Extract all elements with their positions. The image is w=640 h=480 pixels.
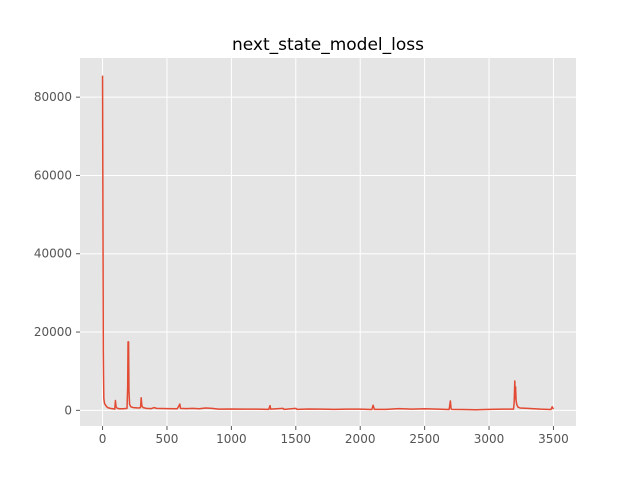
y-tick-label: 20000 bbox=[34, 325, 72, 339]
x-tick-label: 1500 bbox=[281, 432, 312, 446]
y-tick-label: 0 bbox=[64, 403, 72, 417]
x-tick-label: 2500 bbox=[409, 432, 440, 446]
x-tick-label: 1000 bbox=[216, 432, 247, 446]
x-tick-label: 3500 bbox=[538, 432, 569, 446]
series-layer bbox=[101, 75, 555, 411]
y-tick-label: 40000 bbox=[34, 247, 72, 261]
x-tick-label: 2000 bbox=[345, 432, 376, 446]
plot-background bbox=[80, 58, 576, 426]
series-line bbox=[101, 75, 555, 411]
x-tick-label: 500 bbox=[156, 432, 179, 446]
chart-title: next_state_model_loss bbox=[232, 35, 424, 55]
y-tick-label: 60000 bbox=[34, 168, 72, 182]
x-tick-label: 0 bbox=[99, 432, 107, 446]
x-tick-label: 3000 bbox=[474, 432, 505, 446]
y-tick-label: 80000 bbox=[34, 90, 72, 104]
x-axis: 0 500 1000 1500 2000 2500 3000 3500 bbox=[99, 426, 569, 446]
y-axis: 0 20000 40000 60000 80000 bbox=[34, 90, 80, 417]
grid-lines bbox=[80, 58, 576, 426]
